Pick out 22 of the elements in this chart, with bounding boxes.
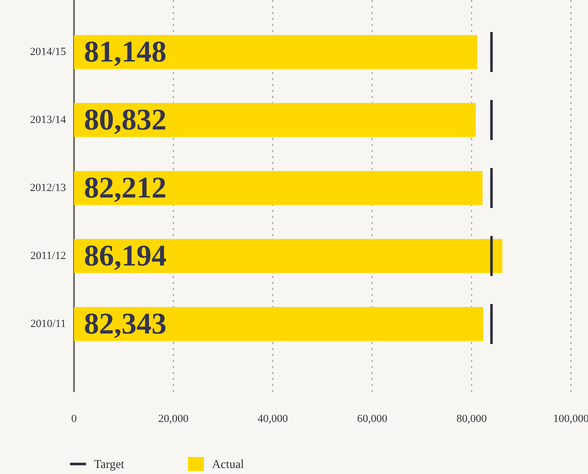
x-tick-label: 20,000: [158, 413, 190, 425]
x-tick-label: 80,000: [456, 413, 488, 425]
bar: [74, 239, 502, 273]
data-label: 80,832: [84, 104, 166, 136]
data-label: 82,212: [84, 172, 166, 204]
bar: [74, 103, 476, 137]
y-tick-label: 2011/12: [30, 250, 66, 262]
y-tick-label: 2013/14: [30, 114, 66, 126]
legend-label: Actual: [212, 457, 245, 471]
x-tick-label: 40,000: [258, 413, 288, 425]
y-tick-label: 2012/13: [30, 182, 66, 194]
y-tick-label: 2010/11: [30, 318, 66, 330]
bar: [74, 171, 483, 205]
data-label: 86,194: [84, 240, 166, 272]
legend-label: Target: [94, 457, 125, 471]
bar: [74, 35, 478, 69]
data-label: 81,148: [84, 36, 166, 68]
data-label: 82,343: [84, 308, 166, 340]
y-tick-label: 2014/15: [30, 46, 66, 58]
x-tick-label: 0: [71, 413, 78, 425]
bar: [74, 307, 484, 341]
x-tick-label: 60,000: [357, 413, 388, 425]
